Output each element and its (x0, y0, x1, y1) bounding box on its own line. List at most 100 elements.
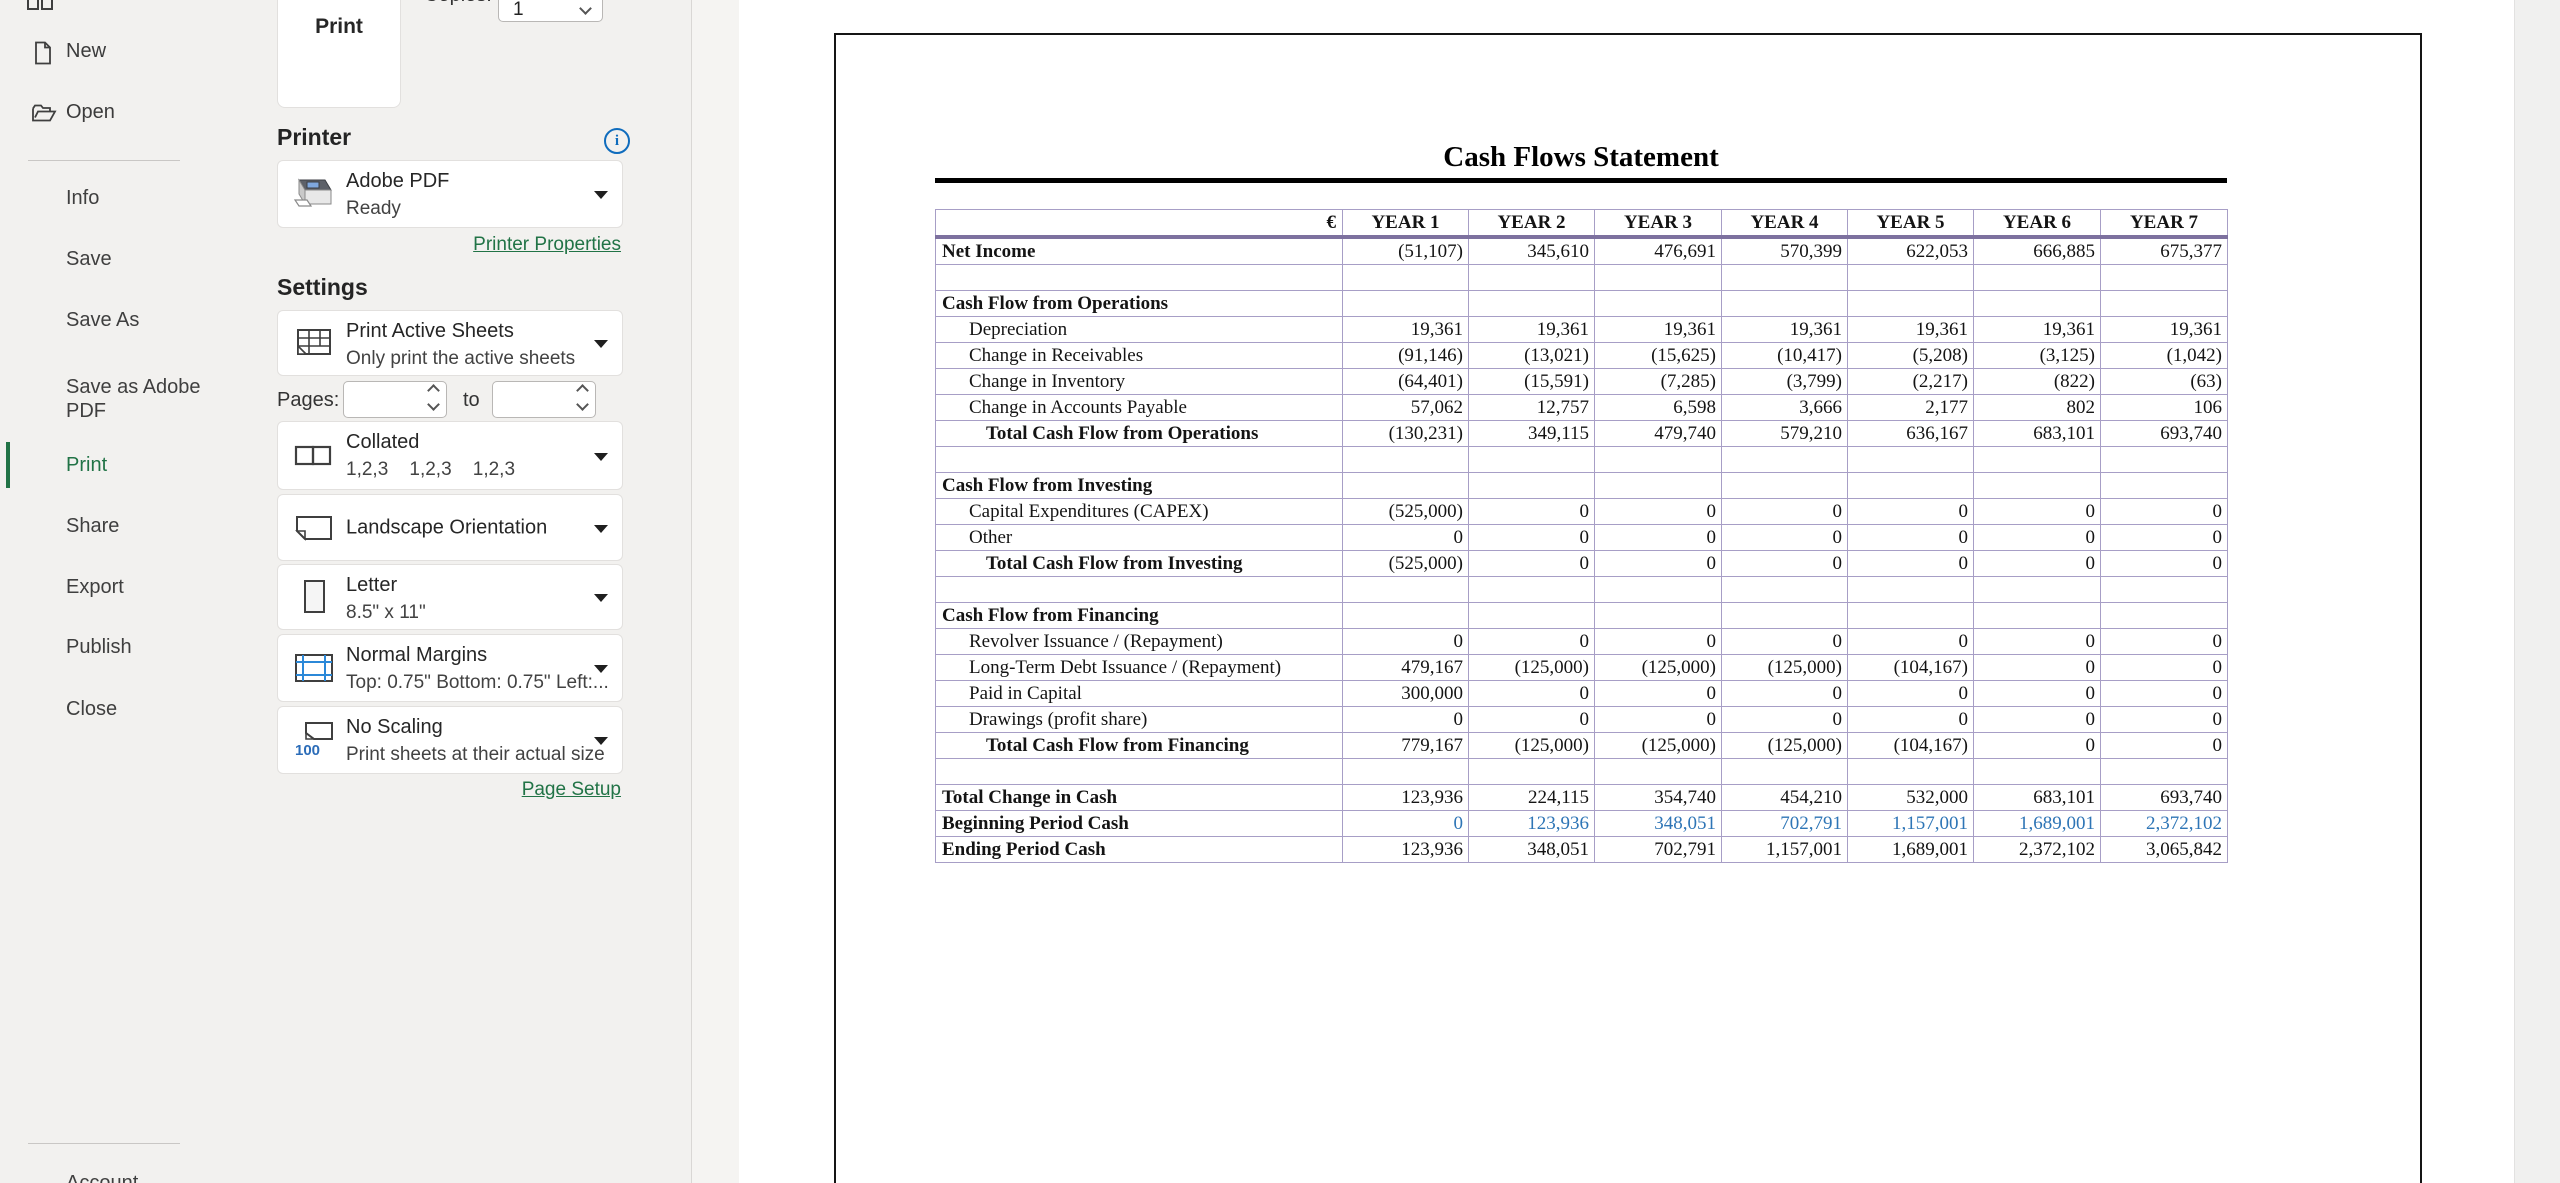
setting-dropdown-normal-margins[interactable]: Normal Margins Top: 0.75" Bottom: 0.75" L… (277, 634, 623, 702)
row-label-cell (935, 264, 1343, 291)
value-cell: 0 (1594, 524, 1722, 551)
value-cell: 0 (1468, 550, 1595, 577)
sidebar-item-publish[interactable]: Publish (66, 636, 132, 658)
value-cell (1468, 290, 1595, 317)
row-label-cell (935, 446, 1343, 473)
row-label-cell: Total Cash Flow from Financing (935, 732, 1343, 759)
row-label-cell: Long-Term Debt Issuance / (Repayment) (935, 654, 1343, 681)
scaling-icon: 100 (288, 707, 340, 773)
sidebar-item-save-as[interactable]: Save As (66, 309, 140, 331)
table-blank-row (935, 264, 2228, 291)
chevron-down-icon[interactable] (576, 398, 589, 411)
sidebar-item-close[interactable]: Close (66, 698, 118, 720)
table-blank-row (935, 576, 2228, 603)
value-cell: 0 (2100, 706, 2228, 733)
page-setup-link[interactable]: Page Setup (521, 779, 621, 800)
setting-dropdown-no-scaling[interactable]: 100 No Scaling Print sheets at their actua… (277, 706, 623, 774)
print-button[interactable]: Print (277, 0, 401, 108)
value-cell (1721, 472, 1848, 499)
table-row: Total Change in Cash 123,936 224,115 354,74… (935, 784, 2228, 811)
table-blank-row (935, 446, 2228, 473)
value-cell (2100, 758, 2228, 785)
chevron-down-icon[interactable] (427, 398, 440, 411)
value-cell: 693,740 (2100, 784, 2228, 811)
setting-dropdown-print-active-sheets[interactable]: Print Active Sheets Only print the active… (277, 310, 623, 376)
setting-dropdown-landscape-orientation[interactable]: Landscape Orientation (277, 494, 623, 561)
info-icon[interactable]: i (604, 128, 630, 154)
value-cell: 0 (2100, 498, 2228, 525)
chevron-down-icon (594, 340, 608, 348)
value-cell (1342, 602, 1469, 629)
pages-from-stepper[interactable] (343, 381, 447, 418)
sidebar-item-new[interactable]: New (0, 33, 212, 73)
preview-page: Cash Flows Statement € YEAR 1 YEAR 2 YEAR 3… (834, 33, 2422, 1183)
value-cell: (104,167) (1847, 654, 1974, 681)
value-cell: 0 (1847, 680, 1974, 707)
table-row: Paid in Capital 300,000 0 0 0 0 0 0 (935, 680, 2228, 707)
copies-stepper[interactable]: 1 (498, 0, 603, 22)
value-cell: 802 (1973, 394, 2101, 421)
sidebar-item-share[interactable]: Share (66, 515, 120, 537)
sidebar-item-save[interactable]: Save (66, 248, 112, 270)
value-cell (1847, 446, 1974, 473)
value-cell (1342, 290, 1469, 317)
value-cell: 0 (2100, 524, 2228, 551)
chevron-down-icon (594, 452, 608, 461)
row-label-cell: Capital Expenditures (CAPEX) (935, 498, 1343, 525)
row-label-cell: Change in Inventory (935, 368, 1343, 395)
printer-device-icon (288, 161, 340, 227)
chevron-down-icon[interactable] (579, 2, 592, 15)
setting-dropdown-collated[interactable]: Collated 1,2,3 1,2,3 1,2,3 (277, 421, 623, 490)
sidebar-item-export[interactable]: Export (66, 576, 124, 598)
printer-properties-link[interactable]: Printer Properties (473, 234, 621, 255)
row-label-cell: Change in Receivables (935, 342, 1343, 369)
value-cell (1721, 446, 1848, 473)
value-cell: (1,042) (2100, 342, 2228, 369)
row-label-cell (935, 576, 1343, 603)
value-cell: 57,062 (1342, 394, 1469, 421)
value-cell: 0 (1721, 498, 1848, 525)
pages-to-stepper[interactable] (492, 381, 596, 418)
value-cell: 1,689,001 (1973, 810, 2101, 837)
setting-dropdown-letter[interactable]: Letter 8.5" x 11" (277, 564, 623, 630)
value-cell (1342, 472, 1469, 499)
chevron-up-icon[interactable] (576, 384, 589, 397)
value-cell: 0 (1847, 498, 1974, 525)
row-label-cell: Cash Flow from Investing (935, 472, 1343, 499)
value-cell (1594, 602, 1722, 629)
printer-selector[interactable]: Adobe PDF Ready (277, 160, 623, 228)
sidebar-item-save-as-adobe-pdf[interactable]: Save as Adobe PDF (66, 376, 201, 422)
year-header-cell: YEAR 4 (1721, 209, 1848, 239)
sidebar-item-print[interactable]: Print (0, 442, 212, 488)
year-header-cell: YEAR 6 (1973, 209, 2101, 239)
table-row: Cash Flow from Financing (935, 602, 2228, 629)
table-row: Long-Term Debt Issuance / (Repayment) 479… (935, 654, 2228, 681)
value-cell: 683,101 (1973, 420, 2101, 447)
sidebar-item-info[interactable]: Info (66, 187, 100, 209)
sidebar-item-account[interactable]: Account (66, 1172, 139, 1183)
landscape-orientation-icon (288, 495, 340, 560)
preview-scrollbar[interactable] (2514, 0, 2560, 1183)
value-cell: 0 (1468, 498, 1595, 525)
currency-header-cell: € (935, 209, 1343, 239)
value-cell: (525,000) (1342, 550, 1469, 577)
value-cell: 0 (1594, 498, 1722, 525)
value-cell: 1,157,001 (1721, 836, 1848, 863)
value-cell (1847, 472, 1974, 499)
value-cell: (7,285) (1594, 368, 1722, 395)
sidebar-item-open[interactable]: Open (0, 94, 212, 134)
value-cell (1594, 472, 1722, 499)
table-row: Total Cash Flow from Financing 779,167 (12… (935, 732, 2228, 759)
chevron-up-icon[interactable] (427, 384, 440, 397)
table-row: Change in Inventory (64,401) (15,591) (7,28… (935, 368, 2228, 395)
value-cell (1973, 446, 2101, 473)
value-cell (1847, 576, 1974, 603)
value-cell: 479,167 (1342, 654, 1469, 681)
copies-value: 1 (513, 0, 524, 20)
row-label-cell: Total Cash Flow from Investing (935, 550, 1343, 577)
collated-icon (288, 422, 340, 489)
year-header-cell: YEAR 2 (1468, 209, 1595, 239)
value-cell: 579,210 (1721, 420, 1848, 447)
value-cell: 0 (1468, 680, 1595, 707)
